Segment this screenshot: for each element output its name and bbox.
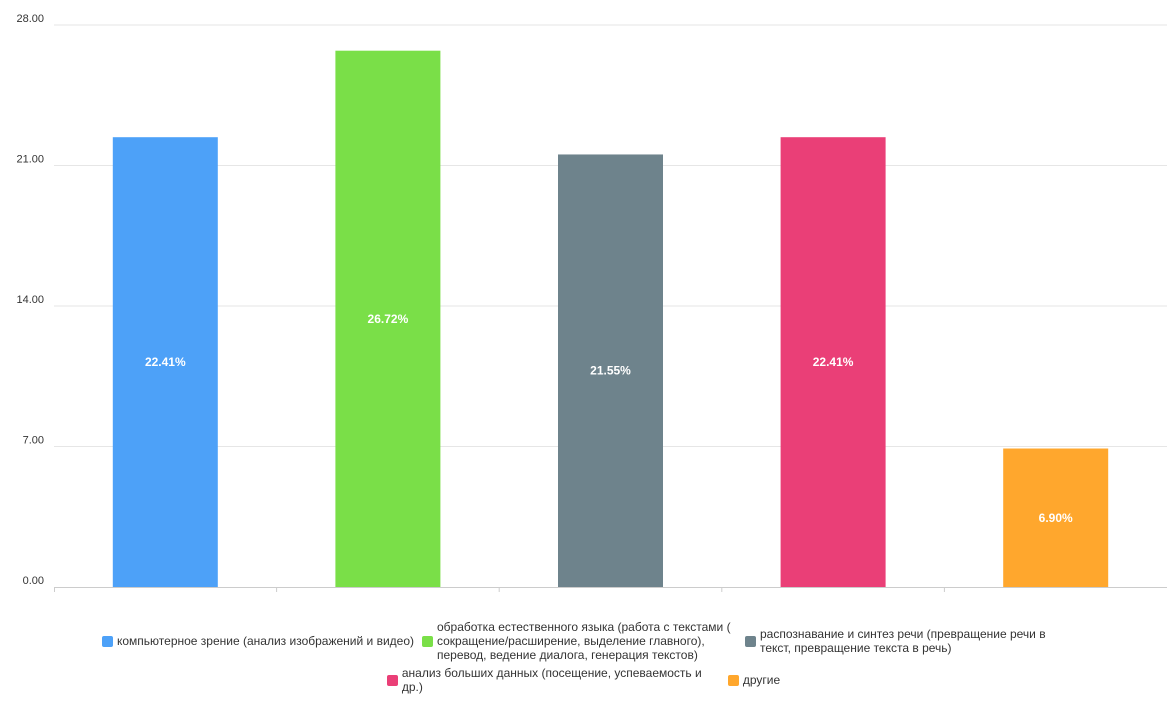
bars (112, 50, 1109, 588)
legend-item-big-data[interactable]: анализ больших данных (посещение, успева… (386, 666, 720, 694)
bar-chart: 0.00 7.00 14.00 21.00 28.00 22.41% 26.72% 21.5… (16, 13, 1167, 592)
bar[interactable] (335, 50, 441, 588)
chart-legend: компьютерное зрение (анализ изображений … (0, 620, 1167, 694)
legend-row-1: компьютерное зрение (анализ изображений … (0, 620, 1167, 662)
bar[interactable] (780, 137, 886, 587)
bar-data-label: 26.72% (368, 312, 409, 326)
legend-swatch-computer-vision (101, 635, 113, 647)
bar[interactable] (112, 137, 218, 587)
legend-item-other[interactable]: другие (727, 673, 781, 687)
bar-data-label: 21.55% (590, 364, 631, 378)
legend-row-2: анализ больших данных (посещение, успева… (0, 666, 1167, 694)
bar-data-label: 22.41% (145, 355, 186, 369)
bar[interactable] (1003, 448, 1109, 587)
legend-label-nlp: обработка естественного языка (работа с … (437, 620, 731, 662)
y-tick-label: 7.00 (23, 435, 44, 447)
legend-swatch-speech (745, 635, 756, 647)
legend-item-nlp[interactable]: обработка естественного языка (работа с … (422, 620, 737, 662)
legend-swatch-nlp (422, 635, 433, 647)
y-tick-label: 28.00 (16, 13, 44, 25)
legend-swatch-other (727, 674, 739, 686)
bar-data-label: 6.90% (1039, 511, 1073, 525)
bar-data-label: 22.41% (813, 355, 854, 369)
y-tick-label: 14.00 (16, 294, 44, 306)
bar[interactable] (558, 154, 663, 588)
y-tick-label: 0.00 (23, 575, 44, 587)
legend-label-other: другие (742, 673, 781, 687)
bar-data-labels: 22.41% 26.72% 21.55% 22.41% 6.90% (145, 312, 1073, 525)
legend-swatch-big-data (386, 674, 398, 686)
x-axis (54, 587, 1167, 592)
legend-label-speech: распознавание и синтез речи (превращение… (760, 627, 1046, 655)
legend-label-computer-vision: компьютерное зрение (анализ изображений … (116, 634, 414, 648)
y-axis-ticks: 0.00 7.00 14.00 21.00 28.00 (16, 13, 44, 587)
y-tick-label: 21.00 (16, 154, 44, 166)
legend-label-big-data: анализ больших данных (посещение, успева… (401, 666, 702, 694)
legend-item-computer-vision[interactable]: компьютерное зрение (анализ изображений … (101, 634, 414, 648)
legend-item-speech[interactable]: распознавание и синтез речи (превращение… (745, 627, 1065, 655)
